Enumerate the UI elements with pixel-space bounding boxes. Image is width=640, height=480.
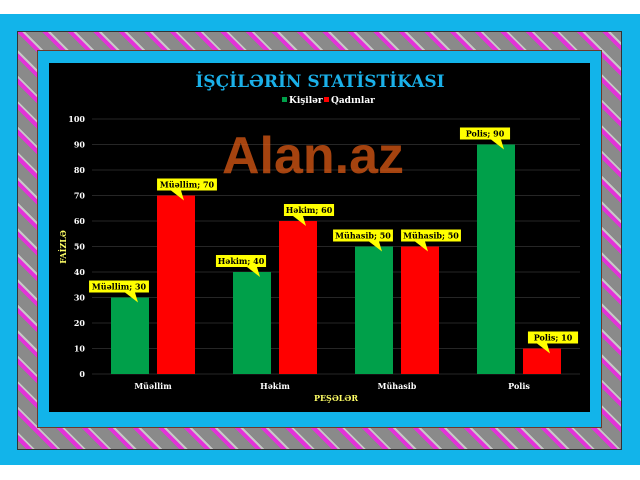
legend-swatch	[324, 97, 329, 102]
data-label-box	[401, 229, 461, 242]
y-tick-label: 50	[74, 242, 86, 252]
y-axis-label: FAİZLƏ	[58, 230, 68, 264]
data-label-pointer	[415, 241, 428, 252]
data-label: Mühasib; 50	[403, 231, 459, 241]
data-label-pointer	[247, 267, 260, 277]
x-tick-label: Polis	[508, 381, 530, 391]
bar	[157, 195, 195, 374]
chart-title: İŞÇİLƏRİN STATİSTİKASI	[195, 71, 444, 92]
data-label: Mühasib; 50	[335, 231, 391, 241]
y-tick-label: 70	[74, 191, 86, 201]
y-tick-label: 80	[74, 165, 86, 175]
x-tick-label: Həkim	[260, 381, 290, 391]
bar	[355, 246, 393, 374]
data-label-box	[89, 280, 149, 293]
y-tick-label: 60	[74, 216, 86, 226]
bar	[233, 272, 271, 374]
x-tick-label: Mühasib	[378, 381, 417, 391]
data-label-pointer	[537, 343, 550, 354]
data-label: Həkim; 40	[218, 256, 265, 266]
bar	[279, 221, 317, 374]
data-label: Müəllim; 30	[92, 282, 147, 292]
data-label-pointer	[125, 292, 138, 303]
y-tick-label: 100	[68, 114, 85, 124]
data-label-box	[283, 204, 335, 216]
data-label: Həkim; 60	[286, 205, 333, 215]
y-tick-label: 20	[74, 318, 86, 328]
data-label-box	[527, 331, 579, 344]
y-tick-label: 40	[74, 267, 86, 277]
data-label-pointer	[171, 190, 184, 201]
watermark: Alan.az	[222, 127, 405, 185]
data-label-pointer	[491, 139, 504, 150]
x-tick-label: Müəllim	[134, 381, 172, 391]
y-tick-label: 30	[74, 293, 86, 303]
legend-swatch	[282, 97, 287, 102]
data-label-pointer	[369, 241, 382, 252]
y-tick-label: 0	[79, 369, 85, 379]
data-label-box	[215, 255, 267, 267]
data-label-box	[157, 178, 217, 191]
bar	[477, 144, 515, 374]
bar	[523, 348, 561, 374]
data-label-box	[459, 127, 511, 140]
data-label: Polis; 10	[534, 333, 573, 343]
legend-label: Kişilər	[289, 96, 323, 106]
x-axis-label: PEŞƏLƏR	[314, 393, 358, 403]
y-tick-label: 10	[74, 344, 86, 354]
data-label: Polis; 90	[466, 129, 505, 139]
legend-label: Qadınlar	[331, 96, 375, 106]
bar	[111, 297, 149, 374]
data-label: Müəllim; 70	[160, 180, 215, 190]
y-tick-label: 90	[74, 140, 86, 150]
bar	[401, 246, 439, 374]
data-label-pointer	[293, 216, 306, 226]
data-label-box	[333, 229, 393, 242]
